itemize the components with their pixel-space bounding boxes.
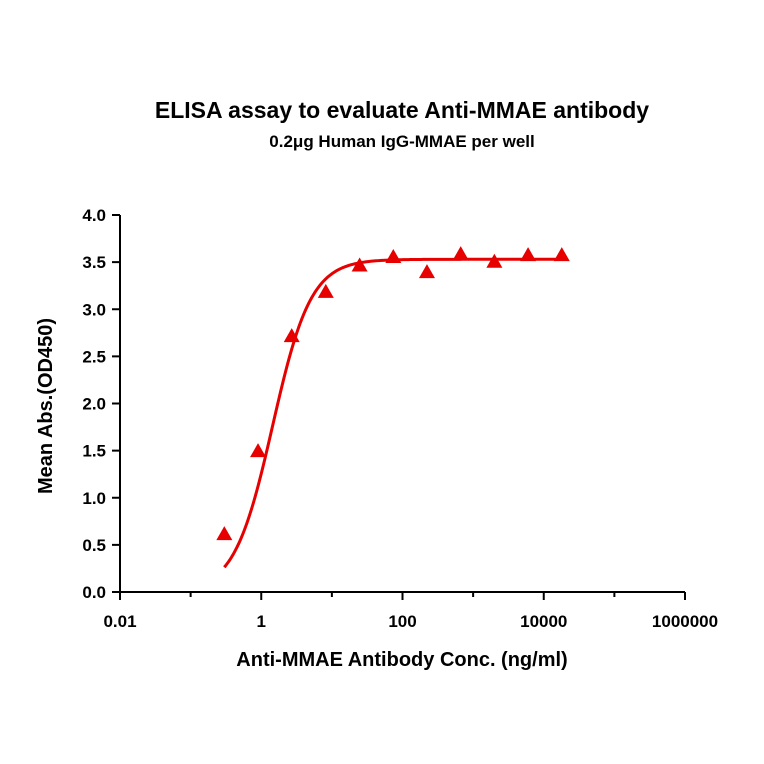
y-tick-label: 1.0: [82, 489, 106, 508]
y-tick-label: 4.0: [82, 206, 106, 225]
data-points: [216, 246, 570, 541]
y-tick-label: 1.5: [82, 442, 106, 461]
x-tick-label: 0.01: [103, 612, 136, 631]
data-point-triangle: [486, 253, 503, 268]
data-point-triangle: [520, 247, 537, 262]
data-point-triangle: [452, 246, 469, 261]
fit-curve: [223, 257, 562, 569]
x-axis-label: Anti-MMAE Antibody Conc. (ng/ml): [236, 649, 567, 671]
y-axis-label: Mean Abs.(OD450): [35, 318, 57, 494]
chart-title: ELISA assay to evaluate Anti-MMAE antibo…: [155, 97, 649, 123]
data-point-triangle: [553, 247, 570, 262]
data-point-triangle: [283, 328, 300, 343]
x-tick-label: 1: [257, 612, 266, 631]
data-point-triangle: [351, 257, 368, 272]
data-point-triangle: [385, 249, 402, 264]
y-ticks: 0.0 0.5 1.0 1.5 2.0 2.5 3.0 3.5 4.0: [82, 206, 120, 602]
x-tick-label: 1000000: [652, 612, 718, 631]
y-tick-label: 2.5: [82, 347, 106, 366]
chart-subtitle: 0.2μg Human IgG-MMAE per well: [269, 132, 534, 151]
x-tick-label: 100: [388, 612, 416, 631]
x-ticks: 0.01 1 100 10000 1000000: [103, 592, 718, 631]
y-tick-label: 2.0: [82, 395, 106, 414]
y-tick-label: 0.5: [82, 536, 106, 555]
y-tick-label: 0.0: [82, 583, 106, 602]
y-tick-label: 3.5: [82, 253, 106, 272]
x-tick-label: 10000: [520, 612, 567, 631]
data-point-triangle: [418, 264, 435, 279]
data-point-triangle: [317, 283, 334, 298]
data-point-triangle: [216, 526, 233, 541]
data-point-triangle: [250, 443, 267, 458]
y-tick-label: 3.0: [82, 300, 106, 319]
